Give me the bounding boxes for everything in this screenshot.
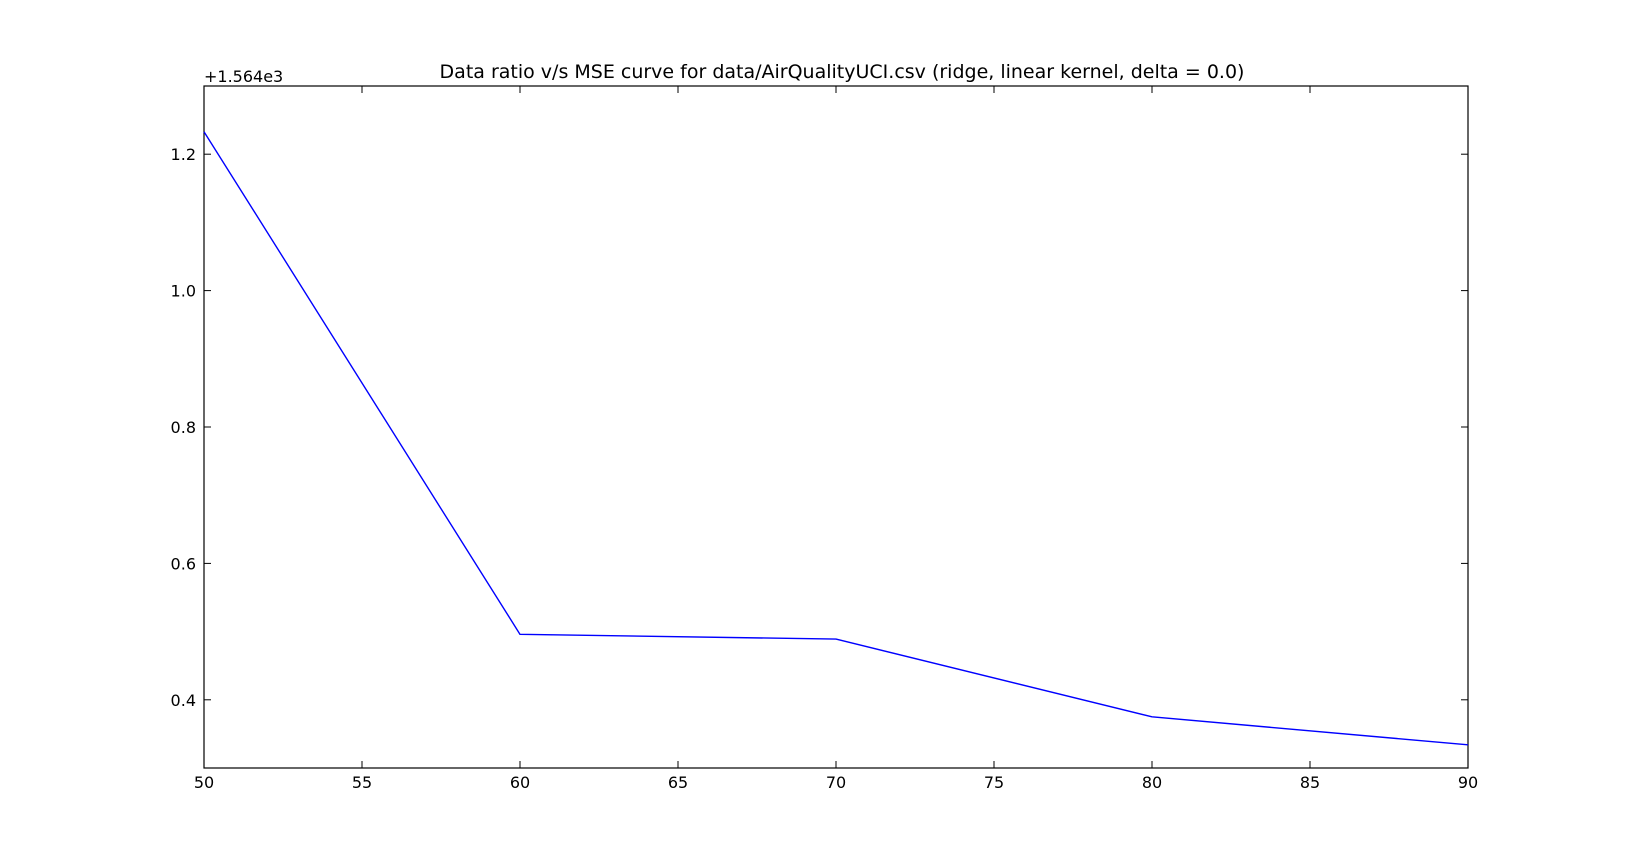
x-tick-label-75: 75 xyxy=(984,773,1004,792)
y-axis-offset-label: +1.564e3 xyxy=(204,67,283,86)
y-tick-label-0-8: 0.8 xyxy=(171,418,196,437)
x-tick-label-85: 85 xyxy=(1300,773,1320,792)
y-tick-label-0-4: 0.4 xyxy=(171,691,196,710)
x-tick-label-60: 60 xyxy=(510,773,530,792)
x-tick-label-90: 90 xyxy=(1458,773,1478,792)
x-tick-label-70: 70 xyxy=(826,773,846,792)
chart-title: Data ratio v/s MSE curve for data/AirQua… xyxy=(440,61,1245,83)
x-tick-label-50: 50 xyxy=(194,773,214,792)
y-tick-label-1-2: 1.2 xyxy=(171,145,196,164)
plot-area: 50 55 60 65 70 75 80 85 90 0.4 0.6 0.8 1.0 1.2 xyxy=(171,85,1478,792)
series-line-0 xyxy=(203,131,1469,746)
x-tick-label-65: 65 xyxy=(668,773,688,792)
y-tick-label-1: 1.0 xyxy=(171,282,196,301)
x-tick-label-55: 55 xyxy=(352,773,372,792)
x-tick-label-80: 80 xyxy=(1142,773,1162,792)
y-tick-label-0-6: 0.6 xyxy=(171,554,196,573)
